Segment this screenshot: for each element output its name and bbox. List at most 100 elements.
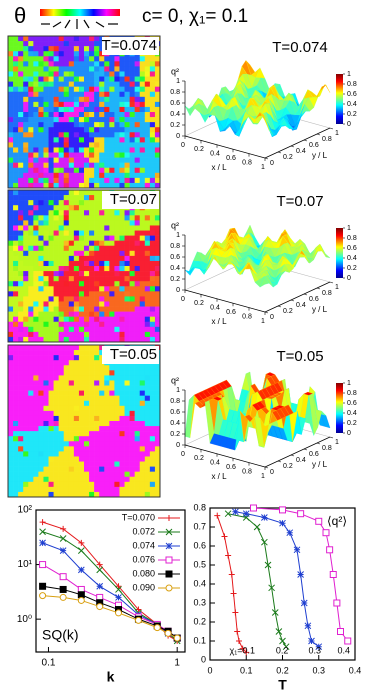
snapshot-cell <box>89 142 94 147</box>
snapshot-cell <box>54 183 59 188</box>
snapshot-cell <box>64 61 69 66</box>
snapshot-cell <box>140 482 145 487</box>
snapshot-cell <box>104 375 109 380</box>
snapshot-cell <box>8 365 13 370</box>
snapshot-cell <box>140 246 145 251</box>
snapshot-cell <box>94 195 99 200</box>
snapshot-cell <box>13 462 18 467</box>
snapshot-cell <box>28 82 33 87</box>
snapshot-cell <box>59 41 64 46</box>
snapshot-cell <box>140 231 145 236</box>
snapshot-cell <box>119 482 124 487</box>
snapshot-cell <box>18 251 23 256</box>
snapshot-cell <box>104 142 109 147</box>
y-tick-label: 0 <box>270 314 274 321</box>
y-tick-label: 0.5 <box>193 559 206 569</box>
snapshot-cell <box>54 190 59 195</box>
snapshot-cell <box>135 82 140 87</box>
snapshot-cell <box>18 178 23 183</box>
snapshot-cell <box>8 446 13 451</box>
snapshot-cell <box>69 467 74 472</box>
snapshot-cell <box>84 391 89 396</box>
snapshot-cell <box>119 307 124 312</box>
snapshot-cell <box>155 451 160 456</box>
snapshot-cell <box>104 451 109 456</box>
snapshot-cell <box>74 317 79 322</box>
snapshot-cell <box>89 261 94 266</box>
snapshot-cell <box>135 225 140 230</box>
snapshot-cell <box>114 261 119 266</box>
snapshot-cell <box>114 241 119 246</box>
snapshot-cell <box>33 220 38 225</box>
snapshot-cell <box>33 71 38 76</box>
snapshot-cell <box>79 360 84 365</box>
snapshot-cell <box>8 492 13 497</box>
snapshot-cell <box>94 61 99 66</box>
snapshot-cell <box>135 173 140 178</box>
snapshot-cell <box>18 446 23 451</box>
snapshot-cell <box>135 92 140 97</box>
snapshot-cell <box>54 51 59 56</box>
snapshot-cell <box>38 421 43 426</box>
snapshot-cell <box>79 286 84 291</box>
snapshot-cell <box>140 107 145 112</box>
snapshot-cell <box>33 401 38 406</box>
snapshot-cell <box>38 107 43 112</box>
snapshot-cell <box>49 327 54 332</box>
snapshot-cell <box>49 317 54 322</box>
snapshot-cell <box>94 431 99 436</box>
snapshot-cell <box>64 332 69 337</box>
snapshot-cell <box>33 92 38 97</box>
snapshot-cell <box>33 231 38 236</box>
snapshot-cell <box>28 411 33 416</box>
snapshot-cell <box>59 396 64 401</box>
snapshot-cell <box>130 137 135 142</box>
snapshot-cell <box>18 183 23 188</box>
snapshot-cell <box>89 102 94 107</box>
snapshot-cell <box>150 380 155 385</box>
snapshot-cell <box>18 246 23 251</box>
snapshot-cell <box>104 487 109 492</box>
snapshot-cell <box>140 472 145 477</box>
snapshot-cell <box>109 296 114 301</box>
snapshot-cell <box>8 271 13 276</box>
snapshot-cell <box>8 286 13 291</box>
snapshot-cell <box>94 71 99 76</box>
snapshot-cell <box>145 107 150 112</box>
snapshot-cell <box>23 210 28 215</box>
z-tick-label: 0.6 <box>170 254 180 261</box>
snapshot-cell <box>104 312 109 317</box>
snapshot-cell <box>69 231 74 236</box>
snapshot-cell <box>8 220 13 225</box>
snapshot-cell <box>8 66 13 71</box>
snapshot-cell <box>94 360 99 365</box>
snapshot-cell <box>59 142 64 147</box>
snapshot-cell <box>155 301 160 306</box>
snapshot-cell <box>13 431 18 436</box>
snapshot-cell <box>74 195 79 200</box>
snapshot-cell <box>79 350 84 355</box>
snapshot-cell <box>23 132 28 137</box>
snapshot-cell <box>64 487 69 492</box>
snapshot-cell <box>114 77 119 82</box>
snapshot-cell <box>23 446 28 451</box>
snapshot-cell <box>109 256 114 261</box>
snapshot-cell <box>69 122 74 127</box>
snapshot-cell <box>74 82 79 87</box>
snapshot-cell <box>13 421 18 426</box>
snapshot-cell <box>135 158 140 163</box>
snapshot-cell <box>135 112 140 117</box>
snapshot-cell <box>84 173 89 178</box>
snapshot-cell <box>125 92 130 97</box>
snapshot-cell <box>114 153 119 158</box>
snapshot-cell <box>99 365 104 370</box>
snapshot-cell <box>74 112 79 117</box>
snapshot-cell <box>140 87 145 92</box>
snapshot-cell <box>79 97 84 102</box>
snapshot-cell <box>109 477 114 482</box>
snapshot-cell <box>69 195 74 200</box>
snapshot-cell <box>43 350 48 355</box>
marker <box>60 548 66 554</box>
snapshot-cell <box>38 241 43 246</box>
snapshot-cell <box>99 426 104 431</box>
